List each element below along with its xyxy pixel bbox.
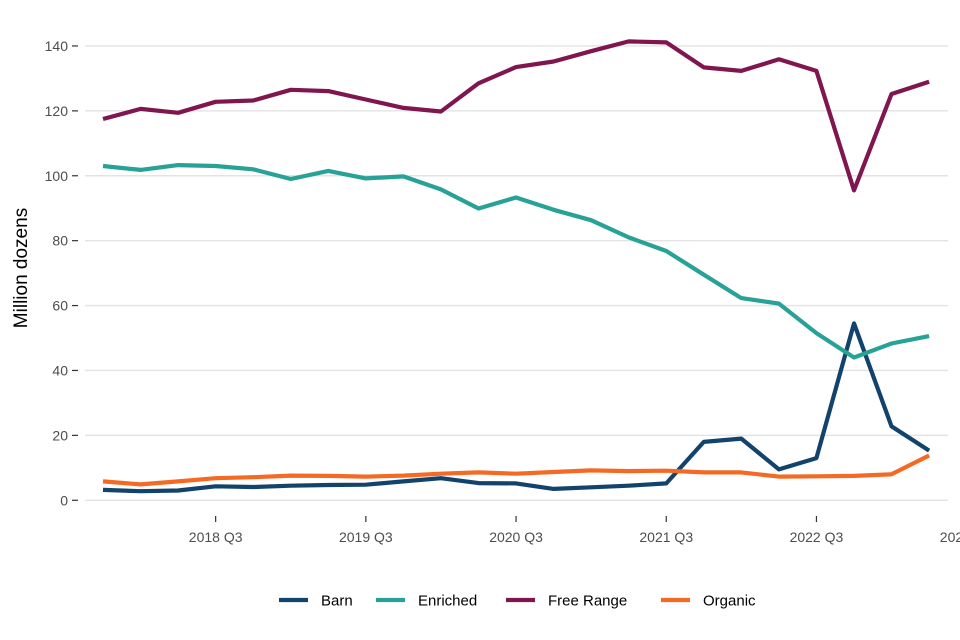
y-tick-label-100: 100 — [45, 168, 69, 184]
y-tick-label-60: 60 — [52, 298, 68, 314]
y-axis-title: Million dozens — [11, 208, 32, 328]
y-tick-label-140: 140 — [45, 38, 69, 54]
series-line-enriched — [102, 163, 930, 360]
y-tick-label-0: 0 — [60, 492, 68, 508]
x-tick-label-0: 2018 Q3 — [189, 529, 243, 545]
legend-label-barn: Barn — [321, 593, 353, 610]
x-tick-label-3: 2021 Q3 — [639, 529, 693, 545]
gridlines — [85, 45, 948, 501]
series-lines — [102, 39, 931, 494]
y-axis-ticks: 0 20 40 60 80 100 120 140 — [45, 38, 78, 508]
y-tick-label-80: 80 — [52, 233, 68, 249]
legend-label-organic: Organic — [703, 593, 756, 610]
x-tick-label-5: 2023 Q3 — [940, 529, 960, 545]
y-tick-label-120: 120 — [45, 103, 69, 119]
x-tick-label-4: 2022 Q3 — [790, 529, 844, 545]
legend-label-free-range: Free Range — [548, 593, 627, 610]
legend: Barn Enriched Free Range Organic — [279, 593, 756, 610]
y-tick-label-40: 40 — [52, 362, 68, 378]
x-tick-label-1: 2019 Q3 — [339, 529, 393, 545]
series-line-free-range — [102, 39, 930, 193]
series-line-barn — [102, 321, 931, 494]
x-tick-label-2: 2020 Q3 — [489, 529, 543, 545]
series-line-organic — [102, 453, 931, 487]
legend-label-enriched: Enriched — [418, 593, 477, 610]
x-axis-ticks: 2018 Q3 2019 Q3 2020 Q3 2021 Q3 2022 Q3 2023 … — [189, 516, 960, 545]
y-tick-label-20: 20 — [52, 427, 68, 443]
